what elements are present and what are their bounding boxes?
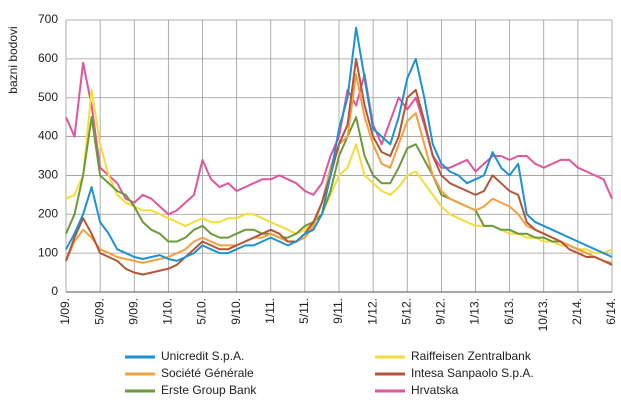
x-tick-label: 5/11.: [297, 298, 311, 324]
x-tick-label: 1/11.: [263, 298, 277, 324]
legend-label: Raiffeisen Zentralbank: [411, 349, 532, 363]
x-tick-label: 6/13.: [502, 298, 516, 325]
y-tick-label: 300: [38, 168, 58, 182]
x-tick-label: 1/13.: [468, 298, 482, 325]
series-line: [65, 116, 613, 266]
x-tick-label: 9/10.: [229, 298, 243, 325]
x-tick-label: 10/13.: [536, 298, 550, 331]
legend-label: Hrvatska: [411, 383, 459, 397]
x-tick-label: 6/14.: [604, 298, 618, 325]
series-line: [65, 57, 613, 276]
legend-label: Société Générale: [161, 366, 254, 380]
y-axis-label: bazni bodovi: [6, 26, 20, 93]
x-tick-label: 5/10.: [195, 298, 209, 325]
x-tick-label: 5/09.: [92, 298, 106, 325]
x-tick-label: 1/10.: [161, 298, 175, 325]
y-tick-label: 600: [38, 51, 58, 65]
y-tick-label: 0: [51, 284, 58, 298]
y-tick-label: 500: [38, 90, 58, 104]
y-tick-label: 100: [38, 245, 58, 259]
legend-label: Intesa Sanpaolo S.p.A.: [411, 366, 534, 380]
y-tick-label: 400: [38, 129, 58, 143]
legend-label: Unicredit S.p.A.: [161, 349, 244, 363]
y-tick-label: 200: [38, 206, 58, 220]
x-tick-label: 2/14.: [570, 298, 584, 325]
series-line: [65, 26, 613, 262]
x-tick-label: 9/09.: [126, 298, 140, 325]
x-tick-label: 9/11.: [331, 298, 345, 324]
x-tick-label: 5/12.: [399, 298, 413, 325]
series-line: [65, 61, 613, 216]
series-line: [65, 88, 613, 255]
y-tick-label: 700: [38, 12, 58, 26]
x-tick-label: 9/12.: [434, 298, 448, 325]
legend-label: Erste Group Bank: [161, 383, 257, 397]
x-tick-label: 1/09.: [58, 298, 72, 325]
x-tick-label: 1/12.: [365, 298, 379, 325]
